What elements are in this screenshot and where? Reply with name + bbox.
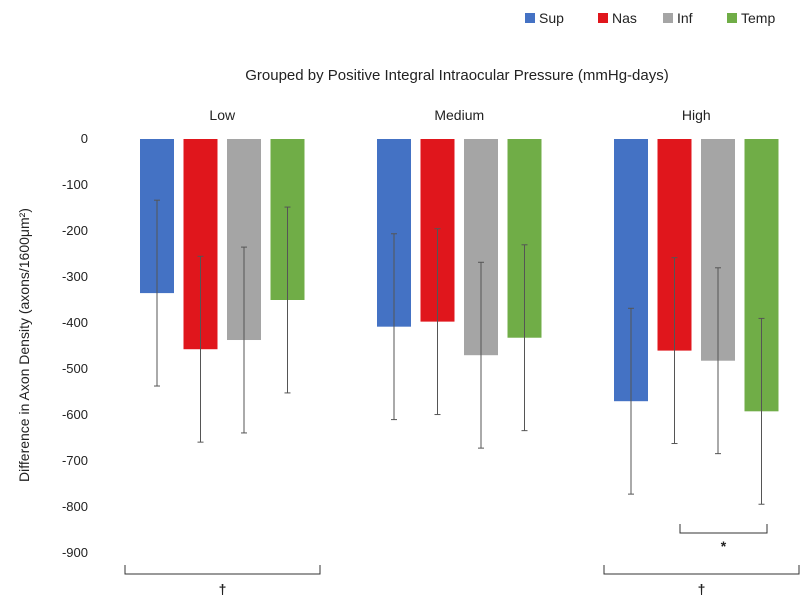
- legend-swatch-inf: [663, 13, 673, 23]
- y-axis: 0 -100 -200 -300 -400 -500 -600 -700 -800 -900: [62, 131, 88, 560]
- legend-swatch-nas: [598, 13, 608, 23]
- chart-title: Grouped by Positive Integral Intraocular…: [245, 67, 669, 84]
- bars: [140, 139, 779, 412]
- error-bars: [154, 199, 765, 505]
- category-labels: Low Medium High: [209, 107, 710, 123]
- legend-label-inf: Inf: [677, 10, 693, 26]
- y-tick-label: -500: [62, 361, 88, 376]
- y-tick-label: -600: [62, 407, 88, 422]
- legend-label-nas: Nas: [612, 10, 637, 26]
- category-label: Low: [209, 107, 236, 123]
- legend-label-sup: Sup: [539, 10, 564, 26]
- significance-bracket: [124, 565, 321, 575]
- y-tick-label: -700: [62, 453, 88, 468]
- category-label: High: [682, 107, 711, 123]
- y-axis-label: Difference in Axon Density (axons/1600μm…: [16, 208, 32, 482]
- y-tick-label: -900: [62, 545, 88, 560]
- y-tick-label: -300: [62, 269, 88, 284]
- y-tick-label: -400: [62, 315, 88, 330]
- legend: Sup Nas Inf Temp: [525, 10, 775, 26]
- significance-marker: †: [219, 581, 227, 597]
- legend-label-temp: Temp: [741, 10, 775, 26]
- y-tick-label: 0: [81, 131, 88, 146]
- significance-bracket: [679, 524, 768, 534]
- y-tick-label: -200: [62, 223, 88, 238]
- annotations: † † *: [124, 524, 800, 597]
- y-tick-label: -800: [62, 499, 88, 514]
- legend-swatch-sup: [525, 13, 535, 23]
- legend-swatch-temp: [727, 13, 737, 23]
- significance-bracket: [603, 565, 800, 575]
- category-label: Medium: [434, 107, 484, 123]
- significance-marker: *: [721, 538, 727, 554]
- y-tick-label: -100: [62, 177, 88, 192]
- significance-marker: †: [698, 581, 706, 597]
